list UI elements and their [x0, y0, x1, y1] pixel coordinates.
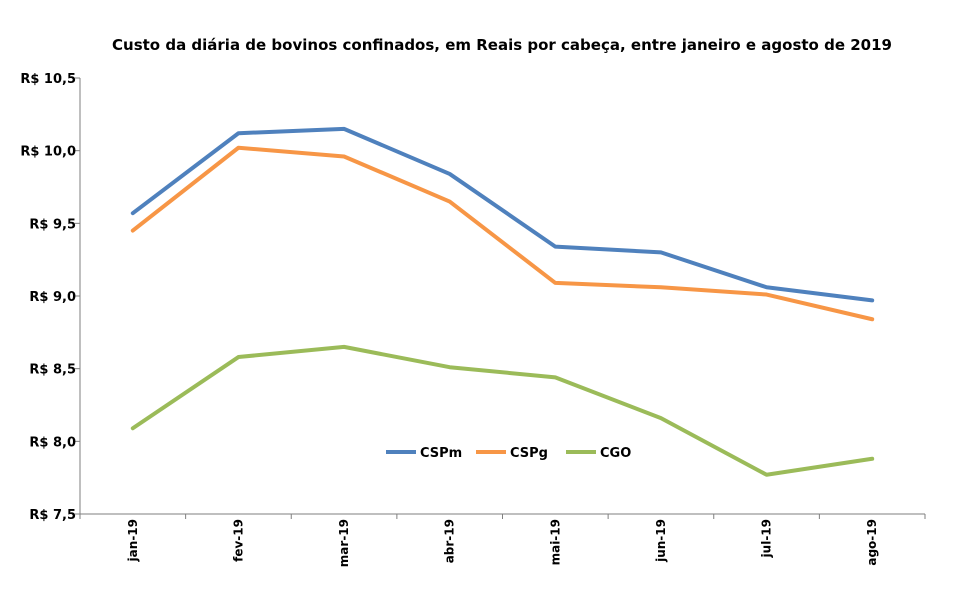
- y-tick-label: R$ 8,0: [29, 435, 76, 450]
- legend-label-cspm: CSPm: [420, 446, 462, 461]
- x-tick-label: ago-19: [865, 519, 879, 566]
- x-tick-label: jul-19: [760, 519, 774, 558]
- y-tick-label: R$ 9,0: [29, 290, 76, 305]
- series-line-cspm: [130, 126, 875, 303]
- y-tick-label: R$ 9,5: [29, 217, 76, 232]
- y-tick-label: R$ 7,5: [29, 508, 76, 523]
- series-line-cspg: [130, 145, 875, 322]
- x-tick-label: abr-19: [443, 519, 457, 563]
- axes: R$ 7,5 R$ 8,0 R$ 8,5 R$ 9,0 R$ 9,5 R$ 10,0 R$ …: [20, 72, 926, 567]
- x-tick-label: fev-19: [231, 519, 245, 562]
- y-tick-label: R$ 10,0: [20, 145, 76, 160]
- x-tick-label: jun-19: [654, 519, 668, 563]
- y-tick-label: R$ 10,5: [20, 72, 76, 87]
- chart-title: Custo da diária de bovinos confinados, e…: [112, 36, 892, 54]
- y-tick-label: R$ 8,5: [29, 363, 76, 378]
- legend-label-cspg: CSPg: [510, 446, 548, 461]
- x-tick-label: mai-19: [548, 519, 562, 565]
- x-tick-label: jan-19: [126, 519, 140, 562]
- series-line-cgo: [130, 344, 875, 477]
- legend-label-cgo: CGO: [600, 446, 631, 461]
- x-tick-label: mar-19: [337, 519, 351, 567]
- series-lines: [130, 126, 875, 477]
- legend: CSPm CSPg CGO: [386, 446, 631, 461]
